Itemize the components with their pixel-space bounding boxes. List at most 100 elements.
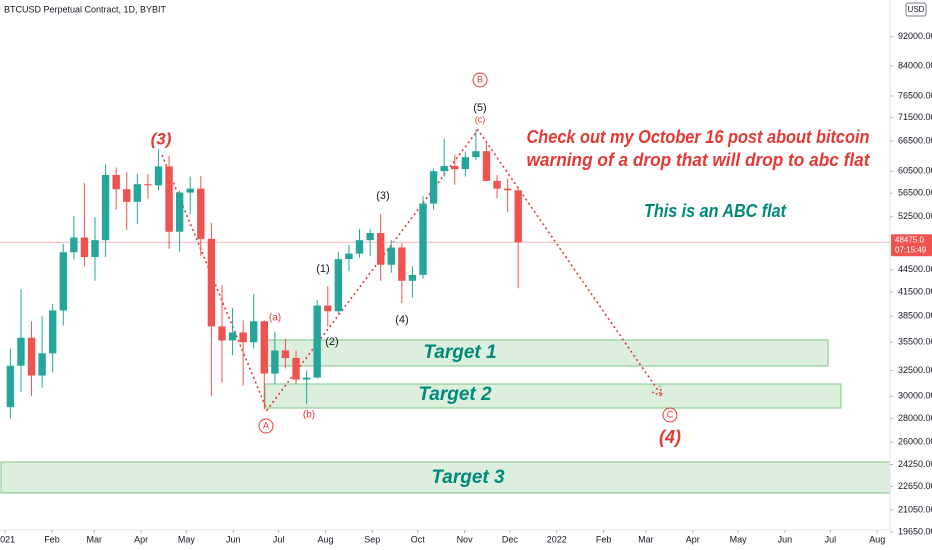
candle-body — [313, 305, 321, 378]
y-tick-label: 41500.00 — [898, 287, 932, 297]
candle-body — [27, 337, 36, 376]
y-tick-label: 35500.00 — [898, 337, 932, 347]
candle-body — [70, 237, 78, 253]
candles — [0, 129, 890, 419]
y-tick-label: 92000.00 — [898, 31, 932, 41]
candle-body — [302, 377, 311, 380]
x-tick-label: Jun — [778, 534, 793, 544]
target-zone — [264, 383, 842, 409]
x-tick-label: Jul — [273, 534, 285, 544]
annotation: (1) — [316, 263, 329, 275]
x-tick-label: 2022 — [547, 534, 567, 544]
wave-circle — [258, 418, 274, 434]
annotation: (2) — [325, 336, 338, 348]
candle-body — [461, 157, 470, 170]
candle-body — [334, 259, 343, 312]
candle-body — [101, 174, 110, 241]
candle-body — [197, 188, 205, 239]
x-tick-label: Aug — [869, 534, 885, 544]
annotation: (3) — [376, 190, 389, 202]
annotation: A — [263, 420, 269, 430]
candle-body — [345, 253, 353, 260]
candle-body — [398, 247, 406, 281]
candle-body — [366, 233, 374, 241]
x-tick-label: Nov — [457, 534, 474, 544]
y-tick-label: 76500.00 — [898, 90, 932, 100]
x-tick-label: Mar — [638, 534, 654, 544]
candle-body — [38, 353, 46, 376]
y-tick-label: 38500.00 — [898, 311, 932, 321]
candle-body — [514, 190, 522, 243]
wave-circle — [662, 407, 678, 423]
y-tick-label: 84000.00 — [898, 60, 932, 70]
candle-body — [292, 357, 300, 380]
x-tick-label: May — [178, 534, 196, 544]
candle-body — [175, 192, 184, 232]
wave-arrow — [651, 385, 663, 398]
candle-body — [123, 189, 131, 202]
candle-body — [472, 151, 480, 158]
candle-body — [228, 332, 237, 341]
candle-body — [482, 151, 491, 181]
y-tick-label: 26000.00 — [898, 437, 932, 447]
candle-body — [451, 165, 459, 170]
last-price-badge — [891, 234, 932, 257]
annotation: Check out my October 16 post about bitco… — [527, 127, 870, 147]
wave-circle — [472, 72, 488, 88]
y-tick-label: 32500.00 — [898, 365, 932, 375]
annotations: (3) B (5)(c) (3) (1) (4) (2) (a) A (b) C (4) Check o… — [151, 72, 871, 488]
candle-body — [387, 247, 395, 265]
candle-body — [324, 305, 332, 312]
y-tick-label: 24250.00 — [898, 459, 932, 469]
candle-body — [260, 321, 268, 374]
annotation: (b) — [303, 410, 315, 421]
candle-body — [186, 188, 194, 193]
chart-title: BTCUSD Perpetual Contract, 1D, BYBIT — [4, 4, 167, 14]
x-tick-label: Sep — [364, 534, 380, 544]
y-tick-label: 22650.00 — [898, 481, 932, 491]
wave-path — [161, 128, 663, 412]
annotation: Target 3 — [431, 467, 505, 488]
candle-body — [281, 350, 290, 358]
candle-body — [218, 326, 226, 341]
y-tick-label: 56500.00 — [898, 188, 932, 198]
annotation: (4) — [659, 427, 681, 447]
candle-body — [429, 171, 438, 204]
candle-body — [493, 180, 501, 189]
candle-body — [154, 166, 163, 186]
candle-body — [80, 237, 89, 258]
candle-body — [419, 203, 427, 275]
y-tick-label: 52500.00 — [898, 211, 932, 221]
x-tick-label: Oct — [411, 534, 426, 544]
candle-body — [440, 165, 448, 172]
candle-body — [112, 174, 120, 190]
x-tick-label: Aug — [318, 534, 334, 544]
annotation: (3) — [151, 129, 172, 148]
x-tick-label: Apr — [686, 534, 700, 544]
target-zone — [264, 339, 829, 367]
annotation: C — [667, 409, 674, 419]
y-tick-label: 71500.00 — [898, 112, 932, 122]
candle-body — [503, 188, 512, 191]
annotation: (c) — [475, 114, 486, 124]
y-tick-label: 44500.00 — [898, 264, 932, 274]
candle-body — [144, 184, 152, 186]
candle-body — [239, 332, 247, 343]
annotation: (4) — [395, 314, 408, 326]
y-tick-label: 19650.00 — [898, 526, 932, 536]
x-tick-label: Mar — [87, 534, 103, 544]
annotation: warning of a drop that will drop to abc … — [527, 150, 871, 170]
candle-body — [133, 184, 142, 202]
target-zone — [0, 461, 891, 494]
annotation: (5) — [473, 102, 486, 114]
currency: USD — [908, 5, 925, 14]
last-price-label: 48475.0 — [895, 235, 924, 244]
candle-body — [59, 252, 67, 311]
y-tick-label: 60500.00 — [898, 166, 932, 176]
candle-body — [207, 238, 216, 327]
x-tick-label: 2021 — [0, 534, 15, 544]
x-tick-label: May — [730, 534, 748, 544]
candle-body — [17, 337, 25, 366]
y-tick-label: 28000.00 — [898, 413, 932, 423]
x-tick-label: Jul — [825, 534, 837, 544]
